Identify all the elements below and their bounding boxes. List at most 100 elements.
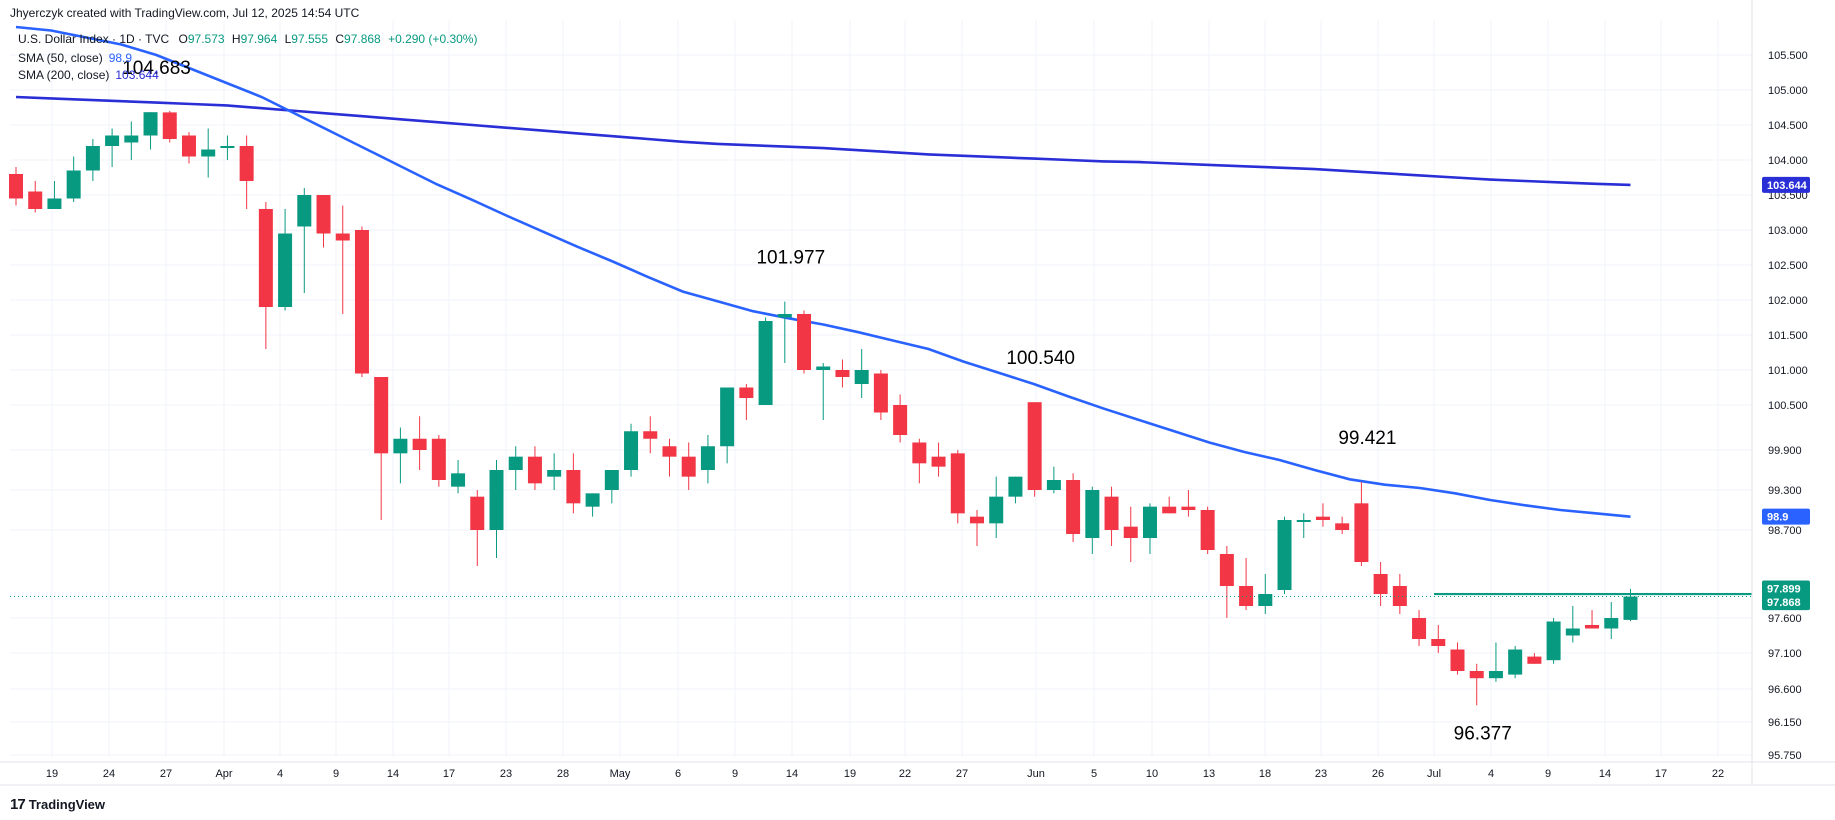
candle — [220, 135, 235, 160]
y-tick-label: 102.000 — [1768, 295, 1808, 307]
candle-body — [1488, 671, 1503, 679]
sma-50-badge: 98.9 — [1767, 512, 1788, 524]
candle-body — [1431, 639, 1446, 646]
candle — [85, 139, 100, 181]
sma-50-layer — [15, 25, 1631, 518]
sma-200-legend[interactable]: SMA (200, close) 103.644 — [18, 68, 159, 82]
candle — [989, 476, 1004, 538]
change-value: +0.290 (+0.30%) — [388, 32, 478, 46]
candle — [1508, 646, 1523, 679]
candle-body — [278, 233, 293, 307]
candle-body — [547, 470, 562, 477]
tradingview-footer[interactable]: 17 TradingView — [10, 796, 105, 813]
x-tick-label: 9 — [1545, 768, 1551, 780]
candle — [700, 435, 715, 484]
candle-body — [1104, 496, 1119, 530]
y-tick-label: 97.600 — [1768, 613, 1802, 625]
candle — [854, 349, 869, 398]
candle — [1488, 642, 1503, 682]
sma-200-legend-value: 103.644 — [115, 68, 159, 82]
x-tick-label: 26 — [1372, 768, 1384, 780]
candle-body — [1546, 621, 1561, 661]
sma-200-line — [15, 95, 1631, 187]
resistance-badge: 97.899 — [1767, 583, 1801, 595]
candle-body — [239, 146, 254, 181]
y-tick-label: 99.900 — [1768, 445, 1802, 457]
sma-50-legend[interactable]: SMA (50, close) 98.9 — [18, 51, 132, 65]
candle-body — [162, 112, 177, 139]
x-tick-label: 10 — [1146, 768, 1158, 780]
candle — [1296, 513, 1311, 538]
x-tick-label: 14 — [1599, 768, 1611, 780]
chart-grid — [10, 20, 1752, 757]
candle-body — [758, 321, 773, 405]
candle — [1373, 562, 1388, 606]
y-tick-label: 103.500 — [1768, 190, 1808, 202]
candle-body — [258, 209, 273, 307]
candle — [1219, 546, 1234, 618]
low-label: L — [284, 32, 292, 46]
candle — [1066, 473, 1081, 542]
overlay-layer — [10, 592, 1752, 598]
candle — [643, 416, 658, 454]
x-tick-label: May — [610, 768, 631, 780]
x-tick-label: 4 — [1488, 768, 1494, 780]
x-tick-label: 9 — [732, 768, 738, 780]
candle — [335, 205, 350, 314]
candle — [1200, 506, 1215, 554]
candle — [1431, 625, 1446, 653]
candle-body — [835, 370, 850, 377]
candle — [9, 167, 23, 206]
open-label: O — [178, 32, 188, 46]
candle-body — [1066, 480, 1081, 534]
candle-body — [374, 377, 389, 454]
candle-body — [508, 456, 523, 470]
candle-body — [1123, 526, 1138, 538]
candle-body — [777, 314, 792, 318]
candle — [1008, 476, 1023, 504]
candle — [1142, 503, 1157, 554]
candle — [354, 226, 369, 377]
candle — [739, 384, 754, 420]
candle-body — [1450, 649, 1465, 671]
x-tick-label: 28 — [557, 768, 569, 780]
candle-body — [393, 438, 408, 454]
candle — [297, 188, 312, 293]
candle — [835, 359, 850, 388]
candle — [1450, 642, 1465, 675]
x-tick-label: 22 — [1712, 768, 1724, 780]
candle-body — [66, 170, 81, 199]
last-price-badge: 97.868 — [1767, 597, 1801, 609]
candle-body — [297, 195, 312, 227]
candle — [412, 416, 427, 470]
axes-layer: 105.500 105.000 104.500 104.000 103.500 103.0… — [0, 0, 1835, 786]
symbol-title[interactable]: U.S. Dollar Index · 1D · TVC — [18, 32, 170, 46]
sma-50-badge-bg — [1762, 508, 1810, 525]
candle-body — [1604, 618, 1619, 629]
candle — [1335, 516, 1350, 534]
candle-body — [431, 438, 446, 480]
candle — [950, 450, 965, 524]
candle — [1239, 558, 1254, 610]
x-tick-label: 9 — [333, 768, 339, 780]
candle-body — [797, 314, 812, 370]
x-tick-label: 24 — [103, 768, 115, 780]
candle-body — [412, 438, 427, 450]
candle — [797, 310, 812, 374]
candle-body — [201, 149, 216, 157]
candle — [1315, 503, 1330, 527]
price-annotation: 96.377 — [1454, 723, 1512, 744]
x-tick-label: 19 — [46, 768, 58, 780]
candle-body — [873, 373, 888, 413]
candle — [393, 427, 408, 484]
candle — [28, 181, 43, 213]
x-tick-label: 17 — [1655, 768, 1667, 780]
candle — [1181, 490, 1196, 517]
price-annotation: 99.421 — [1338, 428, 1396, 449]
candle — [316, 195, 331, 248]
candle — [201, 128, 216, 178]
x-tick-label: Jul — [1427, 768, 1441, 780]
candle-body — [720, 387, 735, 447]
candle-body — [143, 112, 158, 136]
